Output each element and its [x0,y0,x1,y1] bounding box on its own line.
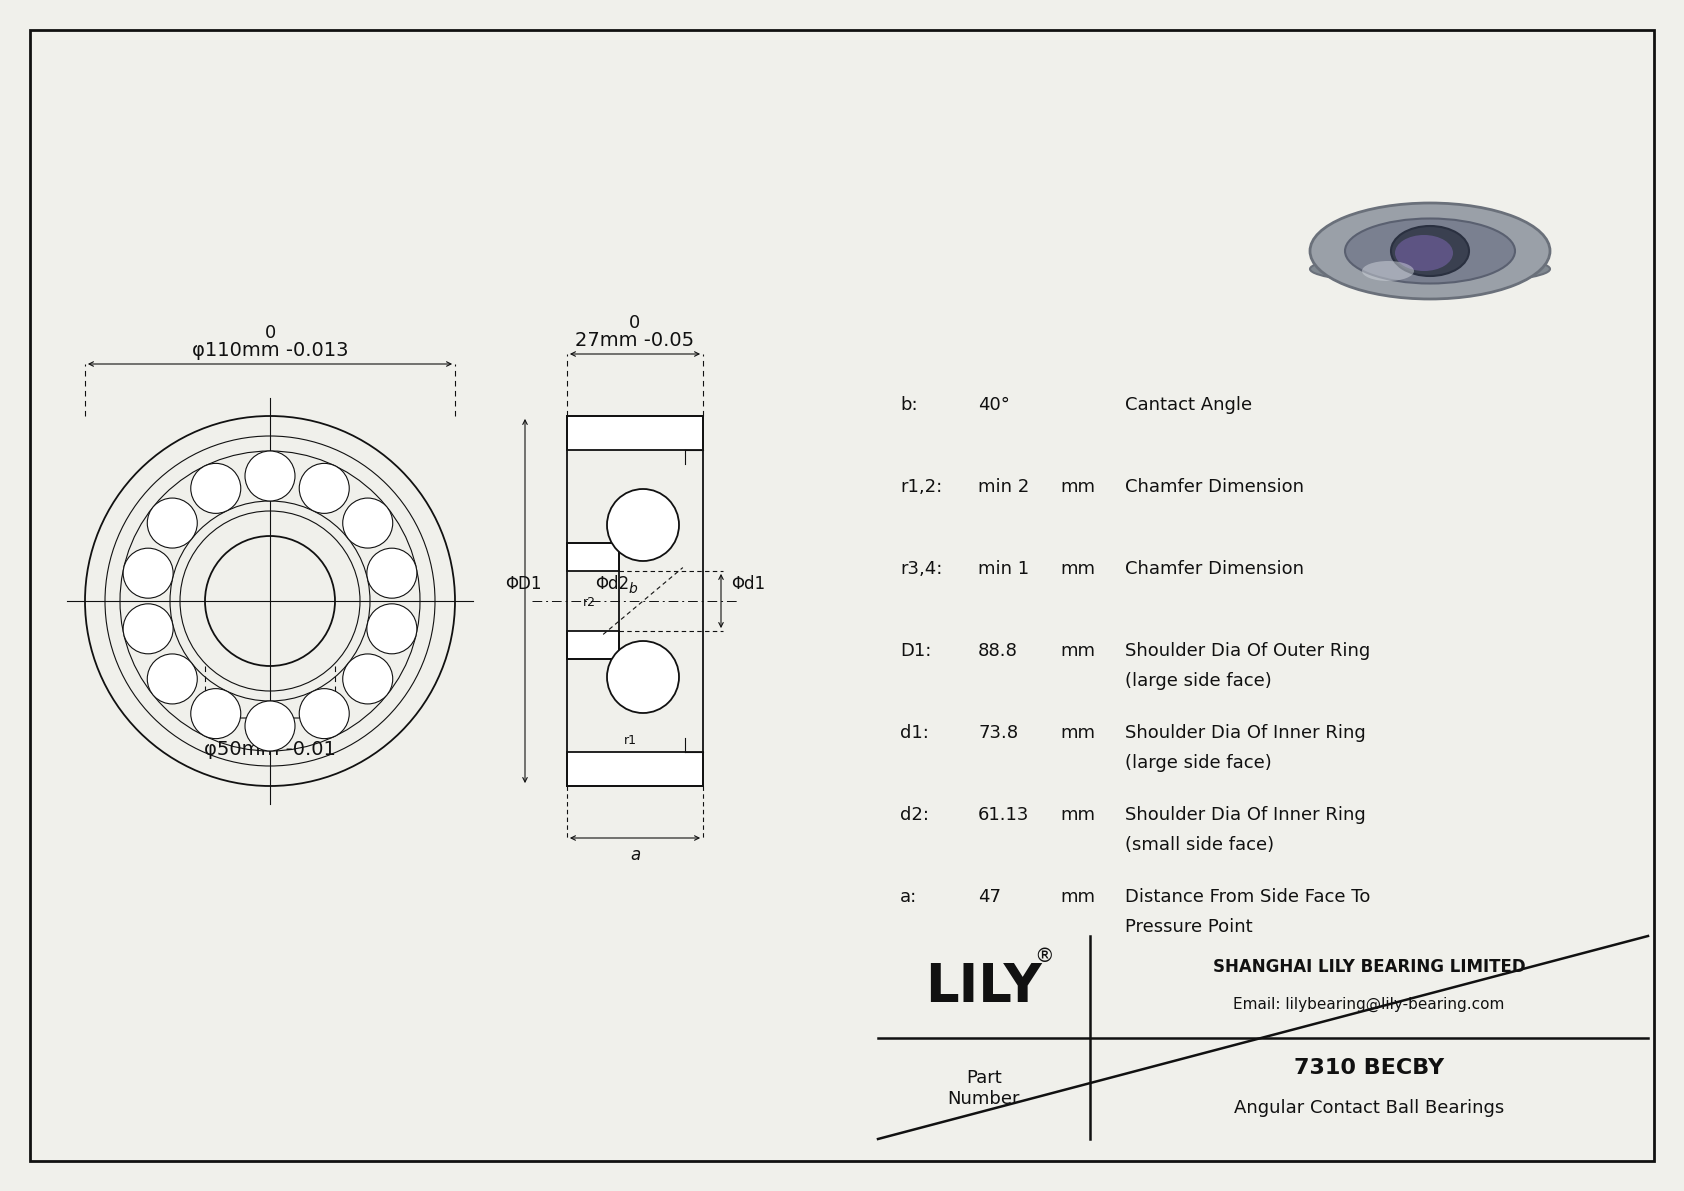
Text: (large side face): (large side face) [1125,754,1271,772]
Text: 61.13: 61.13 [978,806,1029,824]
Text: d2:: d2: [899,806,930,824]
Text: SHANGHAI LILY BEARING LIMITED: SHANGHAI LILY BEARING LIMITED [1212,958,1526,975]
Text: r1: r1 [685,768,697,781]
Text: (small side face): (small side face) [1125,836,1275,854]
Text: 7310 BECBY: 7310 BECBY [1293,1059,1443,1078]
Text: Chamfer Dimension: Chamfer Dimension [1125,478,1303,495]
Text: d1:: d1: [899,724,930,742]
Text: 40°: 40° [978,395,1010,414]
Text: Angular Contact Ball Bearings: Angular Contact Ball Bearings [1234,1099,1504,1117]
Text: mm: mm [1059,888,1095,906]
Circle shape [190,463,241,513]
Ellipse shape [1362,261,1415,281]
Text: 0: 0 [264,724,276,742]
Text: r3,4:: r3,4: [899,560,943,578]
Text: Cantact Angle: Cantact Angle [1125,395,1253,414]
Text: 0: 0 [630,314,640,332]
Circle shape [123,604,173,654]
Circle shape [123,548,173,598]
Text: (large side face): (large side face) [1125,672,1271,690]
Text: r2: r2 [583,596,596,609]
Circle shape [147,498,197,548]
Text: φ110mm -0.013: φ110mm -0.013 [192,341,349,360]
Text: min 2: min 2 [978,478,1029,495]
Circle shape [300,463,349,513]
Text: ΦD1: ΦD1 [505,575,542,593]
Circle shape [190,688,241,738]
Text: Chamfer Dimension: Chamfer Dimension [1125,560,1303,578]
Text: LILY: LILY [926,961,1042,1012]
Circle shape [344,654,392,704]
Text: Pressure Point: Pressure Point [1125,918,1253,936]
Text: mm: mm [1059,806,1095,824]
Text: φ50mm -0.01: φ50mm -0.01 [204,740,335,759]
Circle shape [367,604,418,654]
Ellipse shape [1394,235,1453,272]
Circle shape [244,451,295,501]
Ellipse shape [1346,218,1516,283]
Text: Φd1: Φd1 [731,575,765,593]
Text: r4: r4 [669,418,680,431]
Polygon shape [568,752,702,786]
Text: b:: b: [899,395,918,414]
Text: r2: r2 [588,418,600,431]
Text: Φd2: Φd2 [594,575,630,593]
Ellipse shape [1310,202,1549,299]
Text: Shoulder Dia Of Inner Ring: Shoulder Dia Of Inner Ring [1125,806,1366,824]
Circle shape [606,641,679,713]
Text: a:: a: [899,888,918,906]
Circle shape [367,548,418,598]
Text: Shoulder Dia Of Inner Ring: Shoulder Dia Of Inner Ring [1125,724,1366,742]
Text: mm: mm [1059,560,1095,578]
Circle shape [344,498,392,548]
Text: mm: mm [1059,478,1095,495]
Circle shape [244,701,295,752]
Text: min 1: min 1 [978,560,1029,578]
Text: 73.8: 73.8 [978,724,1019,742]
Text: r2: r2 [573,768,584,781]
Text: a: a [630,846,640,863]
Text: Distance From Side Face To: Distance From Side Face To [1125,888,1371,906]
Text: Shoulder Dia Of Outer Ring: Shoulder Dia Of Outer Ring [1125,642,1371,660]
Polygon shape [568,543,620,570]
Text: mm: mm [1059,724,1095,742]
Text: r1,2:: r1,2: [899,478,943,495]
Text: 47: 47 [978,888,1000,906]
Text: r1: r1 [583,545,596,559]
Text: 88.8: 88.8 [978,642,1017,660]
Ellipse shape [1391,226,1468,276]
Text: 0: 0 [264,324,276,342]
Text: r1: r1 [623,734,637,747]
Ellipse shape [1310,254,1549,283]
Text: D1:: D1: [899,642,931,660]
Text: 27mm -0.05: 27mm -0.05 [576,331,694,350]
Text: ®: ® [1034,947,1054,966]
Text: mm: mm [1059,642,1095,660]
Polygon shape [568,631,620,659]
Circle shape [606,490,679,561]
Text: r3: r3 [685,420,697,434]
Text: Part
Number: Part Number [948,1068,1021,1108]
Text: r1: r1 [573,420,584,434]
Text: Email: lilybearing@lily-bearing.com: Email: lilybearing@lily-bearing.com [1233,997,1504,1012]
Text: b: b [628,582,637,596]
Circle shape [300,688,349,738]
Polygon shape [568,416,702,450]
Circle shape [147,654,197,704]
